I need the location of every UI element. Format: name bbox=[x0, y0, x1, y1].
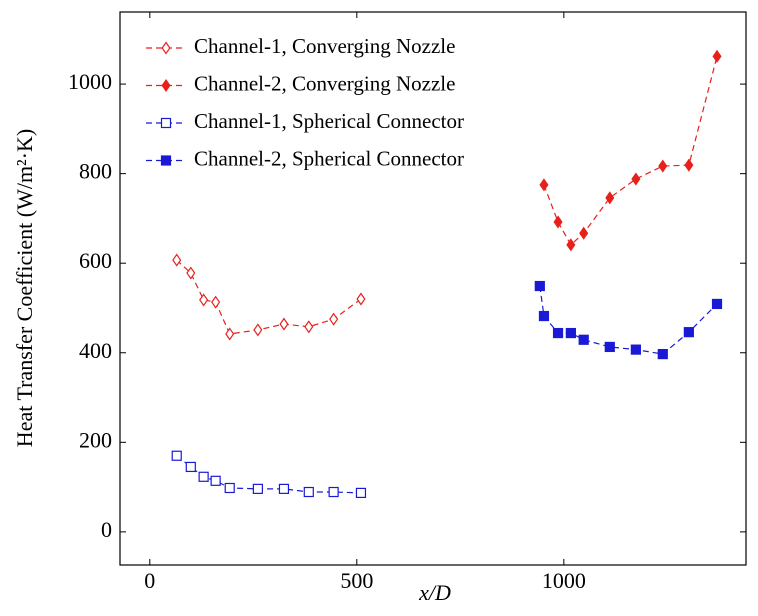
marker bbox=[225, 327, 235, 341]
marker bbox=[553, 215, 563, 229]
marker bbox=[658, 159, 668, 173]
y-axis-label: Heat Transfer Coefficient (W/m²·K) bbox=[12, 129, 37, 447]
marker bbox=[355, 487, 367, 499]
marker bbox=[657, 348, 668, 360]
legend-marker bbox=[161, 41, 171, 55]
marker bbox=[172, 253, 182, 267]
marker bbox=[604, 341, 615, 353]
marker bbox=[198, 471, 209, 482]
marker bbox=[711, 298, 723, 310]
x-tick-label: 1000 bbox=[542, 568, 586, 593]
marker bbox=[185, 461, 196, 473]
y-tick-label: 200 bbox=[79, 427, 112, 452]
marker bbox=[552, 327, 564, 339]
marker bbox=[578, 334, 589, 345]
marker bbox=[171, 450, 182, 461]
legend-label: Channel-1, Spherical Connector bbox=[194, 109, 464, 133]
legend-label: Channel-2, Converging Nozzle bbox=[194, 71, 455, 95]
legend-marker bbox=[161, 78, 171, 93]
legend-marker bbox=[160, 117, 172, 129]
marker bbox=[329, 312, 339, 326]
marker bbox=[683, 327, 694, 338]
marker bbox=[252, 483, 263, 494]
marker bbox=[356, 292, 366, 306]
marker bbox=[211, 295, 221, 309]
marker bbox=[279, 317, 289, 331]
marker bbox=[199, 293, 209, 307]
marker bbox=[538, 310, 550, 322]
marker bbox=[278, 483, 290, 494]
marker bbox=[539, 178, 549, 192]
series-line bbox=[176, 455, 361, 494]
marker bbox=[224, 482, 235, 494]
legend-marker bbox=[160, 155, 172, 166]
legend-label: Channel-1, Converging Nozzle bbox=[194, 34, 455, 58]
y-tick-label: 800 bbox=[79, 159, 112, 184]
y-tick-label: 1000 bbox=[68, 69, 112, 94]
marker bbox=[630, 344, 641, 355]
plot-frame bbox=[119, 11, 747, 566]
x-axis-label: x/D bbox=[418, 580, 451, 605]
marker bbox=[565, 327, 576, 339]
y-tick-label: 0 bbox=[101, 517, 112, 542]
marker bbox=[631, 172, 641, 186]
y-tick-label: 400 bbox=[79, 338, 112, 363]
series-line bbox=[176, 259, 362, 335]
x-tick-label: 0 bbox=[144, 568, 155, 593]
legend-label: Channel-2, Spherical Connector bbox=[194, 146, 464, 170]
marker bbox=[303, 486, 314, 498]
marker bbox=[210, 475, 221, 486]
marker bbox=[712, 49, 722, 63]
marker bbox=[304, 320, 314, 334]
marker bbox=[328, 486, 339, 498]
series-line bbox=[539, 285, 718, 355]
series-line bbox=[543, 56, 718, 246]
marker bbox=[684, 158, 694, 172]
x-tick-label: 500 bbox=[340, 568, 373, 593]
y-tick-label: 600 bbox=[79, 248, 112, 273]
marker bbox=[534, 280, 545, 292]
marker bbox=[566, 238, 576, 252]
marker bbox=[605, 191, 615, 205]
marker bbox=[186, 266, 196, 280]
marker bbox=[253, 323, 263, 337]
marker bbox=[579, 226, 589, 240]
